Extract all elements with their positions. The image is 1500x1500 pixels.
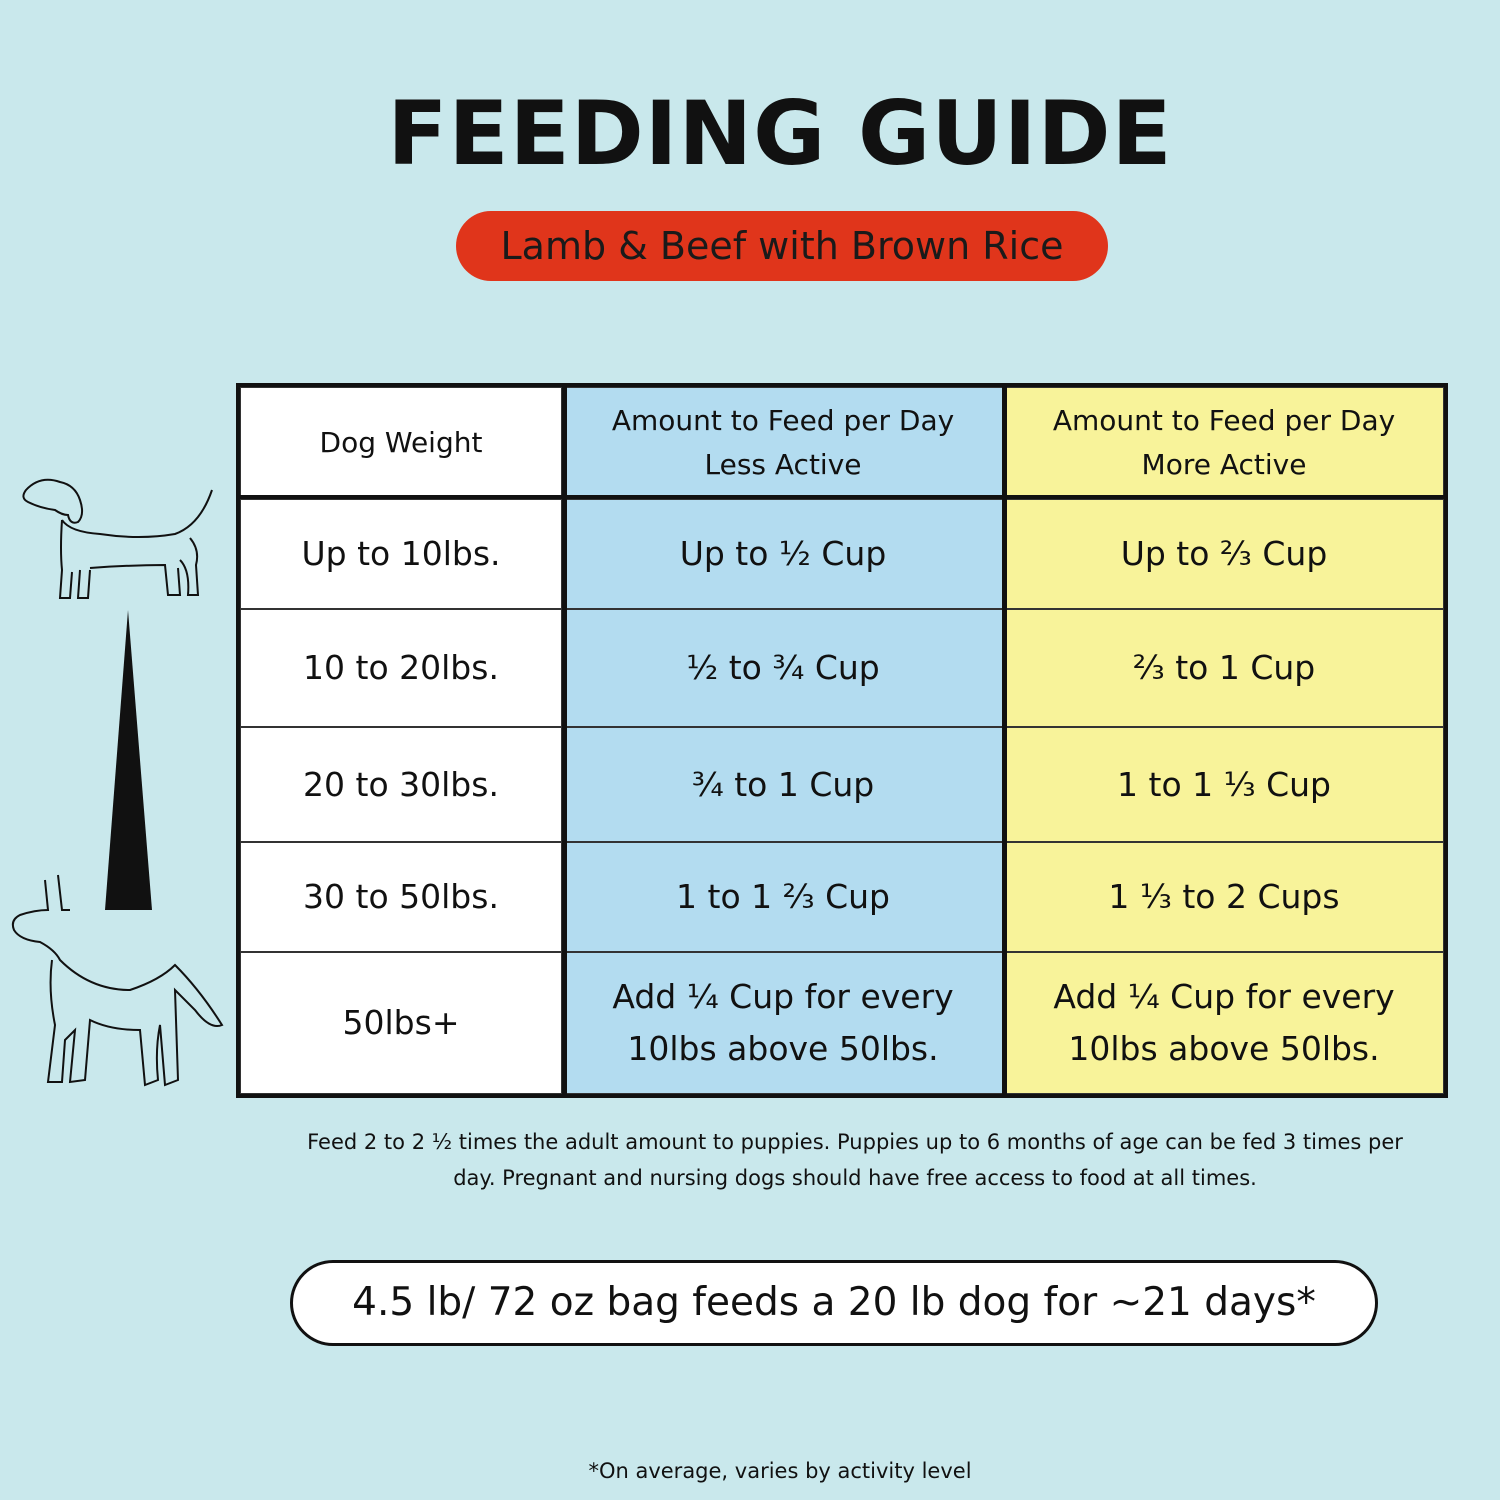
header-cell: Dog Weight [240, 387, 562, 499]
title: FEEDING GUIDE [387, 82, 1173, 185]
large-dog [11, 874, 224, 1087]
small-dog-head [22, 478, 84, 524]
cell-line: Less Active [704, 448, 862, 481]
column-divider [562, 387, 567, 1094]
cell-line: Add ¼ Cup for every [1053, 977, 1395, 1016]
cell-line: 10lbs above 50lbs. [627, 1029, 939, 1068]
small-dog-body [58, 489, 213, 599]
cell-line: ½ to ¾ Cup [686, 648, 880, 687]
table-cell: ¾ to 1 Cup [562, 727, 1004, 842]
footnote: *On average, varies by activity level [588, 1459, 972, 1483]
column-divider [1002, 387, 1007, 1094]
size-wedge [105, 610, 152, 910]
feeding-table: Dog Weight Amount to Feed per Day Less Act… [236, 383, 1448, 1098]
table-cell: Up to ½ Cup [562, 499, 1004, 609]
cell-line: 10 to 20lbs. [303, 648, 499, 687]
table-cell: 10 to 20lbs. [240, 609, 562, 727]
cell-line: 1 to 1 ⅔ Cup [676, 877, 890, 916]
cell-line: 50lbs+ [342, 1003, 460, 1042]
table-cell: Add ¼ Cup for every 10lbs above 50lbs. [562, 952, 1004, 1094]
header-cell: Amount to Feed per Day Less Active [562, 387, 1004, 499]
table-cell: Add ¼ Cup for every 10lbs above 50lbs. [1004, 952, 1444, 1094]
table-cell: ½ to ¾ Cup [562, 609, 1004, 727]
cell-line: 1 ⅓ to 2 Cups [1108, 877, 1340, 916]
cell-line: Add ¼ Cup for every [612, 977, 954, 1016]
header-divider [240, 495, 1444, 499]
table-cell: ⅔ to 1 Cup [1004, 609, 1444, 727]
bag-info-pill: 4.5 lb/ 72 oz bag feeds a 20 lb dog for … [290, 1260, 1378, 1346]
subtitle-pill: Lamb & Beef with Brown Rice [456, 211, 1108, 281]
cell-line: More Active [1141, 448, 1307, 481]
cell-line: 1 to 1 ⅓ Cup [1117, 764, 1331, 804]
cell-line: Up to 10lbs. [301, 534, 501, 573]
cell-line: Up to ⅔ Cup [1120, 534, 1328, 573]
cell-line: 10lbs above 50lbs. [1068, 1029, 1380, 1068]
table-cell: 1 to 1 ⅔ Cup [562, 842, 1004, 952]
table-cell: 1 to 1 ⅓ Cup [1004, 727, 1444, 842]
note: Feed 2 to 2 ½ times the adult amount to … [307, 1130, 1403, 1190]
cell-line: 20 to 30lbs. [303, 764, 499, 804]
cell-line: Dog Weight [319, 426, 483, 459]
table-cell: 30 to 50lbs. [240, 842, 562, 952]
dog-illustrations [11, 478, 224, 1087]
table-cell: 1 ⅓ to 2 Cups [1004, 842, 1444, 952]
header-cell: Amount to Feed per Day More Active [1004, 387, 1444, 499]
cell-line: ¾ to 1 Cup [691, 764, 875, 804]
table-cell: 50lbs+ [240, 952, 562, 1094]
cell-line: 30 to 50lbs. [303, 877, 499, 916]
table-cell: 20 to 30lbs. [240, 727, 562, 842]
table-cell: Up to 10lbs. [240, 499, 562, 609]
cell-line: Amount to Feed per Day [611, 404, 955, 437]
table-cell: Up to ⅔ Cup [1004, 499, 1444, 609]
cell-line: Amount to Feed per Day [1052, 404, 1396, 437]
cell-line: ⅔ to 1 Cup [1132, 648, 1316, 687]
cell-line: Up to ½ Cup [679, 534, 887, 573]
